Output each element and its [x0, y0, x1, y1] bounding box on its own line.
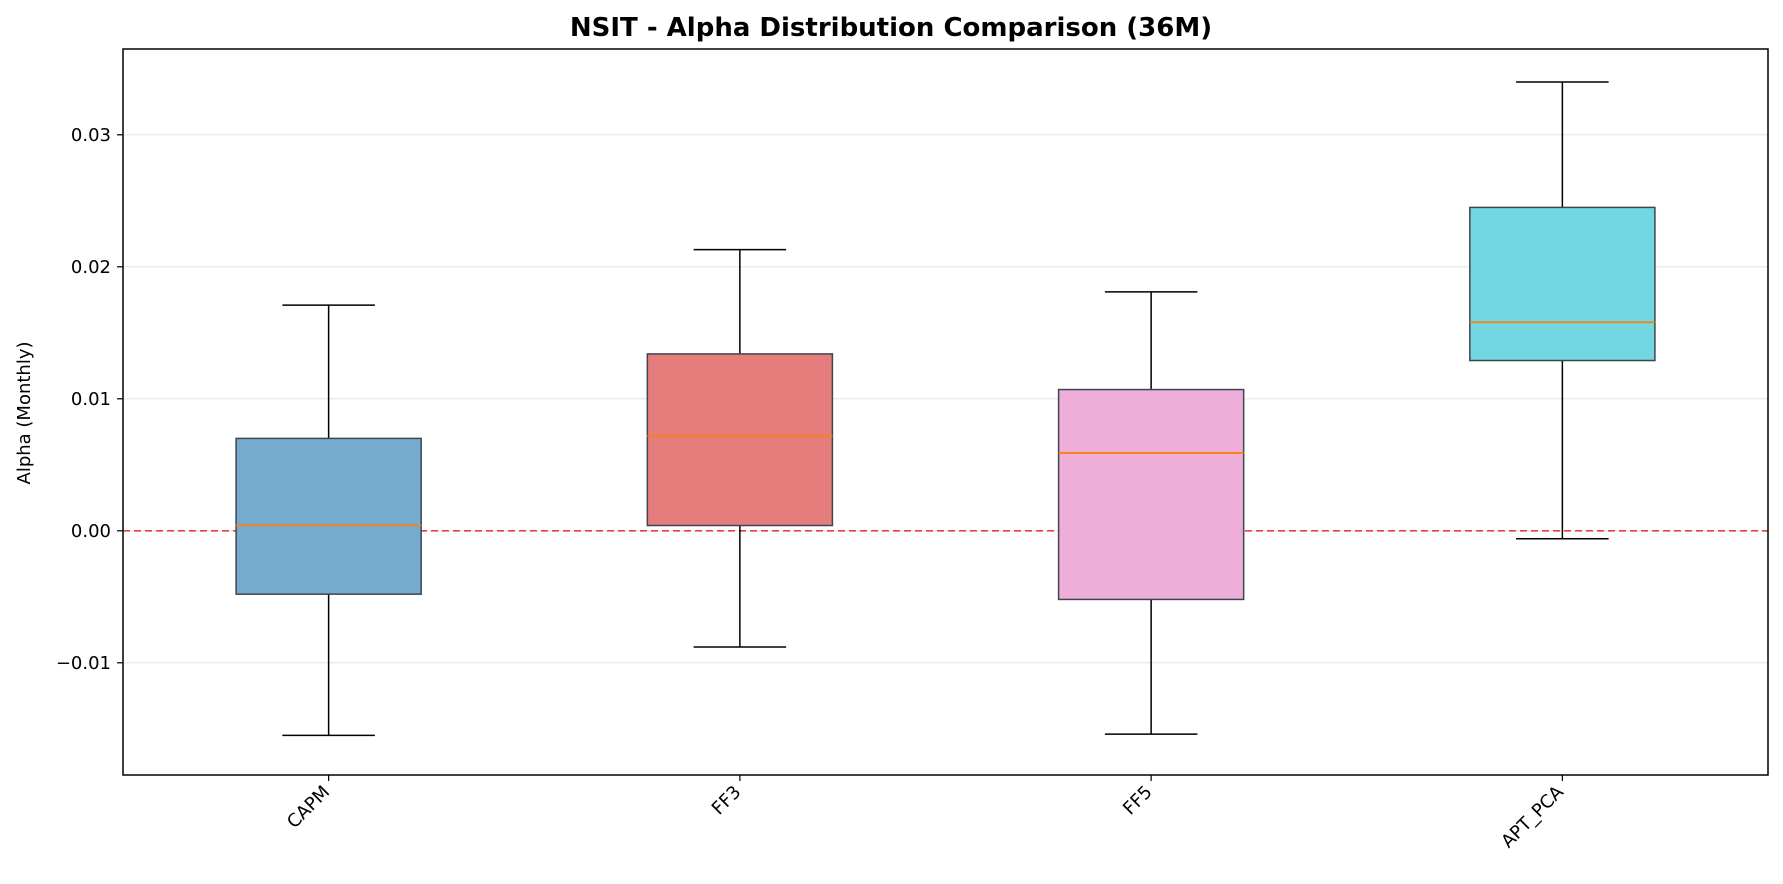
- box-group-ff5: [1057, 291, 1245, 735]
- box: [1057, 388, 1245, 601]
- box: [646, 353, 834, 527]
- y-tick-label: −0.01: [56, 653, 111, 674]
- box: [1469, 206, 1656, 362]
- x-tick-label: CAPM: [283, 782, 334, 833]
- y-axis-label: Alpha (Monthly): [14, 341, 35, 484]
- box-plots: [235, 81, 1656, 737]
- box-group-capm: [235, 304, 422, 737]
- x-tick-label: FF3: [708, 782, 746, 820]
- y-tick-label: 0.01: [71, 389, 111, 410]
- y-tick-label: 0.02: [71, 257, 111, 278]
- box-group-ff3: [646, 248, 834, 648]
- box-group-apt_pca: [1469, 81, 1656, 540]
- x-tick-label: FF5: [1119, 782, 1157, 820]
- box: [235, 437, 422, 595]
- x-tick-label: APT_PCA: [1497, 781, 1568, 852]
- y-tick-label: 0.00: [71, 521, 111, 542]
- y-tick-label: 0.03: [71, 125, 111, 146]
- plot-frame: [122, 48, 1769, 776]
- chart-title: NSIT - Alpha Distribution Comparison (36…: [570, 13, 1212, 43]
